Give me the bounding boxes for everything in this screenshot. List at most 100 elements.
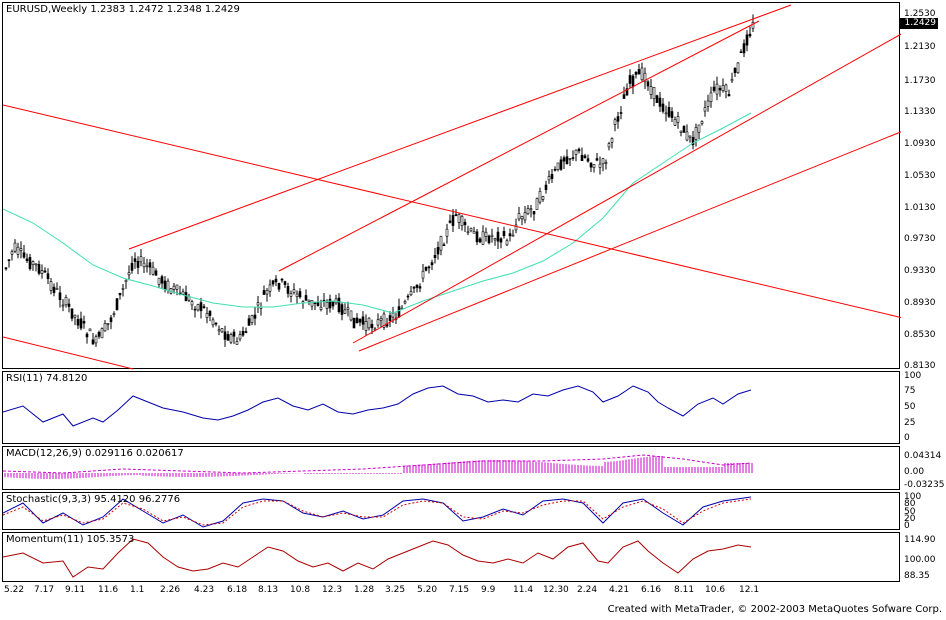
- candle-body: [325, 301, 329, 309]
- candle-body: [85, 333, 89, 338]
- candle-body: [457, 214, 461, 223]
- candle-body: [481, 231, 485, 245]
- candle-body: [214, 322, 218, 325]
- macd-label: MACD(12,26,9) 0.029116 0.020617: [6, 448, 184, 459]
- candle-body: [442, 244, 446, 246]
- candle-body: [88, 328, 92, 332]
- candle-body: [337, 297, 341, 312]
- candle-body: [19, 248, 23, 251]
- candle-body: [721, 85, 725, 92]
- candle-body: [493, 238, 497, 241]
- date-label: 10.8: [290, 585, 311, 595]
- candle-body: [514, 224, 518, 231]
- candle-body: [331, 301, 335, 307]
- candle-body: [16, 246, 20, 255]
- candle-body: [553, 168, 557, 171]
- momentum-canvas: [3, 538, 752, 578]
- rsi-level: 25: [904, 418, 916, 428]
- candle-body: [283, 281, 287, 285]
- candle-body: [628, 75, 632, 84]
- candle-body: [424, 266, 428, 271]
- candle-body: [121, 288, 125, 290]
- candle-body: [349, 310, 353, 321]
- candle-body: [82, 321, 86, 324]
- candle-body: [532, 210, 536, 215]
- price-label: 1.0530: [904, 171, 936, 181]
- macd-pane[interactable]: MACD(12,26,9) 0.029116 0.020617: [2, 446, 900, 490]
- stochastic-pane[interactable]: Stochastic(9,3,3) 95.4120 96.2776: [2, 492, 900, 530]
- candle-body: [496, 231, 500, 242]
- candle-body: [571, 157, 575, 159]
- date-label: 5.20: [417, 585, 438, 595]
- candle-body: [28, 257, 32, 270]
- candle-body: [163, 280, 167, 290]
- candle-body: [184, 292, 188, 302]
- date-label: 1.28: [354, 585, 375, 595]
- candle-body: [118, 292, 122, 296]
- candle-body: [538, 191, 542, 203]
- candle-body: [745, 34, 749, 46]
- price-label: 0.8530: [904, 330, 936, 340]
- candle-body: [688, 135, 692, 138]
- candle-body: [712, 86, 716, 91]
- rsi-pane[interactable]: RSI(11) 74.8120: [2, 371, 900, 444]
- candle-body: [445, 228, 449, 237]
- candle-body: [397, 306, 401, 318]
- date-label: 7.15: [449, 585, 470, 595]
- candle-body: [379, 317, 383, 321]
- candle-body: [202, 306, 206, 308]
- candle-body: [316, 301, 320, 307]
- candle-body: [376, 319, 380, 326]
- candle-body: [319, 306, 323, 310]
- macd-level: -0.03235: [904, 480, 945, 490]
- candle-body: [241, 330, 245, 336]
- candle-body: [217, 329, 221, 332]
- candle-body: [373, 328, 377, 331]
- candle-body: [151, 266, 155, 275]
- candle-body: [211, 319, 215, 326]
- candle-body: [7, 259, 11, 262]
- candle-body: [727, 94, 731, 97]
- candle-body: [70, 308, 74, 319]
- candle-body: [646, 81, 650, 87]
- date-label: 9.9: [481, 585, 496, 595]
- candle-body: [277, 283, 281, 290]
- candle-body: [682, 125, 686, 133]
- candle-body: [58, 292, 62, 301]
- candle-body: [130, 262, 134, 271]
- candle-body: [427, 266, 431, 269]
- candle-body: [226, 334, 230, 341]
- candle-body: [526, 208, 530, 215]
- candle-body: [484, 231, 488, 237]
- date-label: 11.6: [98, 585, 119, 595]
- rsi-line: [3, 385, 752, 427]
- candle-body: [274, 278, 278, 283]
- candle-body: [166, 280, 170, 291]
- candle-body: [670, 111, 674, 118]
- candle-body: [577, 148, 581, 152]
- price-axis: 1.2530 1.2429 1.2130 1.1730 1.1330 1.093…: [900, 2, 946, 371]
- candle-body: [715, 83, 719, 95]
- candle-body: [4, 267, 8, 270]
- candle-body: [355, 317, 359, 324]
- candle-body: [433, 254, 437, 259]
- candle-body: [607, 143, 611, 148]
- candle-body: [631, 75, 635, 88]
- candle-body: [652, 86, 656, 100]
- candle-body: [280, 278, 284, 281]
- macd-level: 0.04314: [904, 451, 942, 461]
- candle-body: [223, 331, 227, 340]
- candle-body: [634, 72, 638, 75]
- candle-body: [649, 86, 653, 95]
- candle-body: [742, 43, 746, 54]
- candle-body: [718, 87, 722, 91]
- candle-body: [175, 284, 179, 290]
- candle-body: [739, 51, 743, 53]
- candle-body: [658, 97, 662, 107]
- candle-body: [220, 328, 224, 333]
- price-chart-pane[interactable]: EURUSD,Weekly 1.2383 1.2472 1.2348 1.242…: [2, 2, 901, 370]
- candle-body: [139, 256, 143, 263]
- candle-body: [97, 331, 101, 337]
- stochastic-level: 50: [904, 507, 916, 517]
- momentum-pane[interactable]: Momentum(11) 105.3573: [2, 532, 900, 582]
